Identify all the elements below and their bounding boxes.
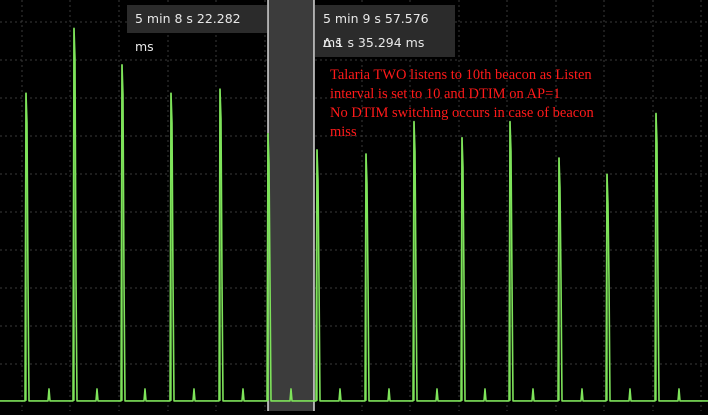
marker-selection-region[interactable] (268, 0, 314, 411)
marker-b-time-label: 5 min 9 s 57.576 ms (323, 11, 429, 50)
marker-b-info-box: 5 min 9 s 57.576 ms Δ 1 s 35.294 ms (315, 5, 455, 57)
annotation-line: No DTIM switching occurs in case of beac… (330, 105, 594, 121)
signal-trace (0, 27, 708, 402)
annotation-text: Talaria TWO listens to 10th beacon as Li… (330, 66, 670, 142)
marker-a-time-label: 5 min 8 s 22.282 ms (127, 5, 267, 54)
annotation-line: miss (330, 124, 357, 140)
trace-line (0, 27, 708, 402)
annotation-line: Talaria TWO listens to 10th beacon as Li… (330, 67, 592, 83)
annotation-line: interval is set to 10 and DTIM on AP=1 (330, 86, 561, 102)
marker-delta-label: Δ 1 s 35.294 ms (323, 35, 425, 50)
